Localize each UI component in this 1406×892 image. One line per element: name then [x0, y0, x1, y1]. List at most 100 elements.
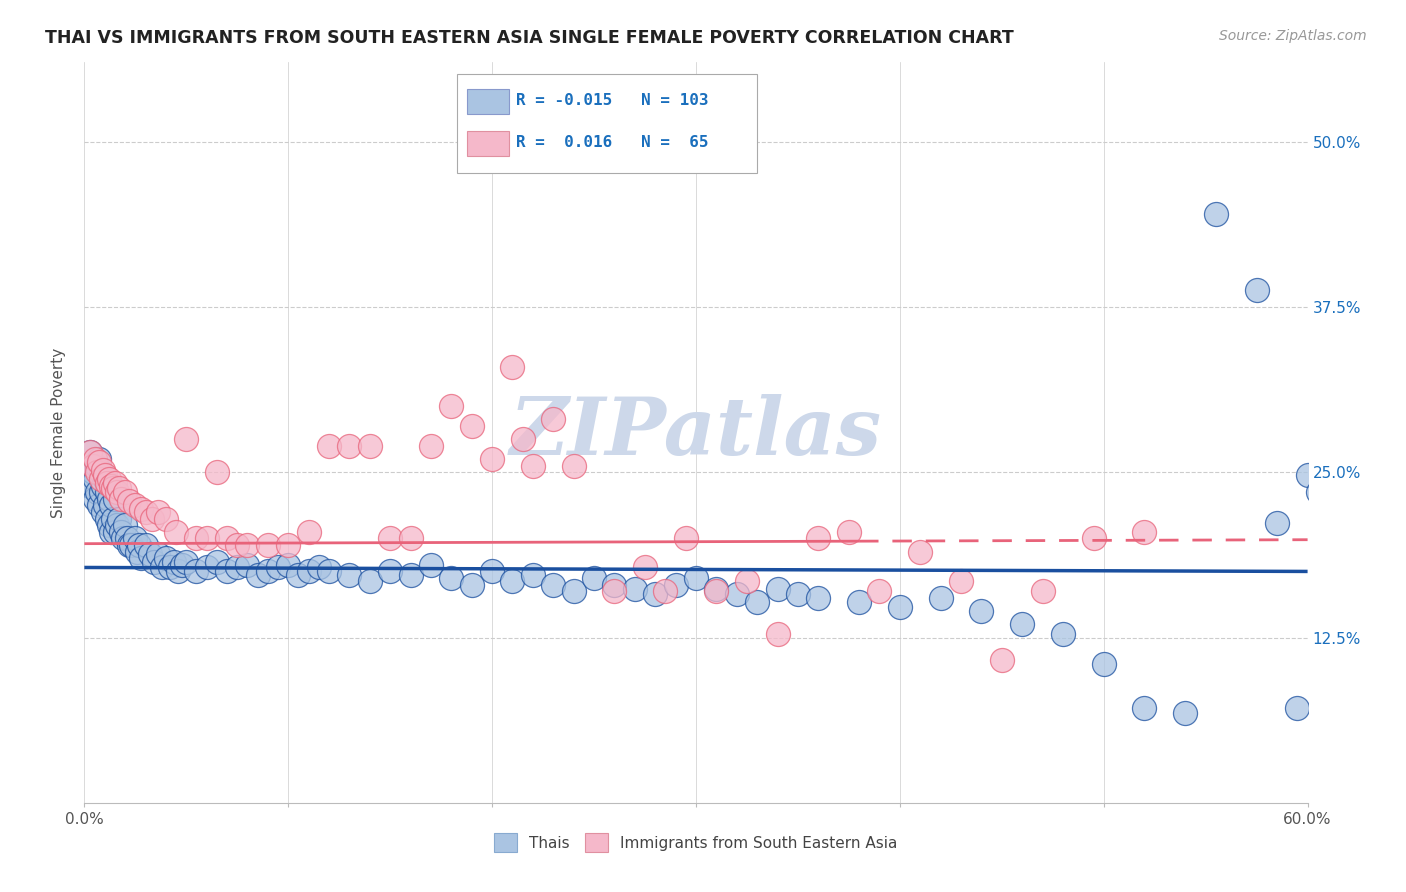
Point — [298, 565, 321, 579]
Point — [318, 565, 340, 579]
Point — [87, 499, 110, 513]
Point — [93, 467, 115, 482]
Point — [150, 560, 173, 574]
Point — [146, 547, 169, 561]
Point — [90, 472, 112, 486]
Point — [644, 587, 666, 601]
Point — [970, 604, 993, 618]
Point — [318, 439, 340, 453]
Point — [502, 574, 524, 588]
Point — [87, 455, 110, 469]
Point — [236, 558, 259, 572]
Point — [543, 412, 565, 426]
Point — [889, 600, 911, 615]
Point — [128, 538, 150, 552]
Point — [165, 524, 187, 539]
Point — [277, 538, 299, 552]
Point — [217, 565, 239, 579]
Point — [100, 478, 122, 492]
Point — [79, 445, 101, 459]
Point — [96, 475, 118, 490]
Point — [603, 577, 626, 591]
Point — [359, 439, 381, 453]
Point — [108, 481, 131, 495]
Point — [163, 555, 186, 569]
Point — [174, 555, 197, 569]
Point — [186, 532, 208, 546]
Point — [167, 565, 190, 579]
Point — [1205, 207, 1227, 221]
Point — [86, 458, 108, 473]
Point — [79, 445, 101, 459]
Point — [929, 591, 952, 605]
Point — [339, 439, 361, 453]
Point — [583, 571, 606, 585]
Point — [155, 551, 177, 566]
Point — [93, 472, 115, 486]
Point — [93, 499, 115, 513]
Point — [1092, 657, 1115, 671]
Point — [634, 560, 657, 574]
Point — [399, 568, 422, 582]
Text: R =  0.016   N =  65: R = 0.016 N = 65 — [516, 135, 709, 150]
Point — [461, 419, 484, 434]
Point — [502, 359, 524, 374]
Point — [1052, 626, 1074, 640]
Point — [205, 555, 228, 569]
Point — [1265, 516, 1288, 530]
Point — [97, 491, 120, 506]
Point — [1306, 485, 1329, 500]
FancyBboxPatch shape — [467, 89, 509, 114]
Point — [114, 518, 136, 533]
Point — [1133, 700, 1156, 714]
Point — [665, 577, 688, 591]
Point — [86, 485, 108, 500]
Point — [747, 595, 769, 609]
Point — [205, 465, 228, 479]
Point — [1246, 283, 1268, 297]
Point — [118, 494, 141, 508]
Point — [766, 582, 789, 596]
Point — [1317, 524, 1340, 539]
Point — [96, 485, 118, 500]
Point — [1286, 700, 1309, 714]
Point — [787, 587, 810, 601]
Point — [172, 558, 194, 572]
Point — [104, 475, 127, 490]
Point — [115, 532, 138, 546]
Point — [97, 472, 120, 486]
Point — [91, 462, 114, 476]
Point — [124, 499, 146, 513]
Point — [105, 485, 128, 500]
Point — [950, 574, 973, 588]
Point — [104, 491, 127, 506]
Point — [512, 432, 534, 446]
FancyBboxPatch shape — [467, 131, 509, 156]
Point — [90, 465, 112, 479]
Point — [562, 458, 585, 473]
Point — [257, 538, 280, 552]
Point — [380, 565, 402, 579]
Point — [100, 499, 122, 513]
Point — [142, 555, 165, 569]
Point — [807, 532, 830, 546]
Point — [420, 439, 443, 453]
Point — [308, 560, 330, 574]
Point — [1296, 467, 1319, 482]
Point — [461, 577, 484, 591]
Point — [146, 505, 169, 519]
Point — [246, 568, 269, 582]
Point — [287, 568, 309, 582]
Text: R = -0.015   N = 103: R = -0.015 N = 103 — [516, 93, 709, 108]
Point — [1083, 532, 1105, 546]
Point — [725, 587, 748, 601]
Point — [110, 524, 132, 539]
Point — [91, 478, 114, 492]
Point — [1174, 706, 1197, 720]
Point — [79, 478, 101, 492]
Point — [543, 577, 565, 591]
Point — [481, 452, 503, 467]
Point — [174, 432, 197, 446]
Point — [685, 571, 707, 585]
Point — [706, 582, 728, 596]
